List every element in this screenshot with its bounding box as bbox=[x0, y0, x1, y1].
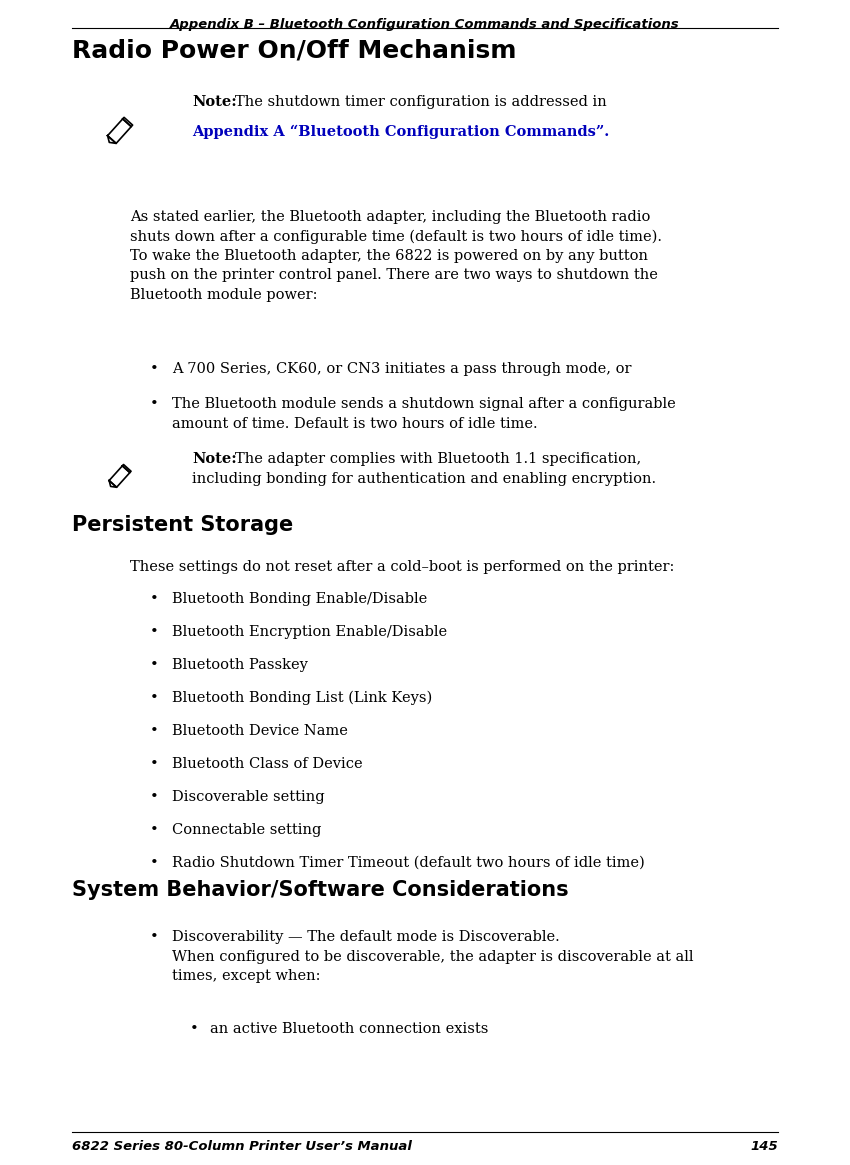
Text: times, except when:: times, except when: bbox=[172, 969, 320, 983]
Text: •: • bbox=[150, 856, 159, 870]
Text: Bluetooth module power:: Bluetooth module power: bbox=[130, 288, 318, 302]
Text: •: • bbox=[190, 1022, 199, 1036]
Text: The adapter complies with Bluetooth 1.1 specification,: The adapter complies with Bluetooth 1.1 … bbox=[235, 452, 641, 466]
Text: •: • bbox=[150, 362, 159, 376]
Text: •: • bbox=[150, 592, 159, 606]
Text: Radio Power On/Off Mechanism: Radio Power On/Off Mechanism bbox=[72, 38, 517, 62]
Text: 145: 145 bbox=[751, 1141, 778, 1153]
Text: Note:: Note: bbox=[192, 96, 237, 110]
Text: Bluetooth Passkey: Bluetooth Passkey bbox=[172, 658, 308, 672]
Text: •: • bbox=[150, 658, 159, 672]
Text: When configured to be discoverable, the adapter is discoverable at all: When configured to be discoverable, the … bbox=[172, 949, 694, 963]
Text: Bluetooth Device Name: Bluetooth Device Name bbox=[172, 723, 348, 737]
Text: •: • bbox=[150, 397, 159, 411]
Text: 6822 Series 80-Column Printer User’s Manual: 6822 Series 80-Column Printer User’s Man… bbox=[72, 1141, 412, 1153]
Text: including bonding for authentication and enabling encryption.: including bonding for authentication and… bbox=[192, 472, 656, 486]
Text: The Bluetooth module sends a shutdown signal after a configurable: The Bluetooth module sends a shutdown si… bbox=[172, 397, 676, 411]
Text: System Behavior/Software Considerations: System Behavior/Software Considerations bbox=[72, 880, 569, 901]
Text: The shutdown timer configuration is addressed in: The shutdown timer configuration is addr… bbox=[235, 96, 607, 110]
Text: •: • bbox=[150, 624, 159, 638]
Text: To wake the Bluetooth adapter, the 6822 is powered on by any button: To wake the Bluetooth adapter, the 6822 … bbox=[130, 249, 648, 263]
Text: Bluetooth Bonding Enable/Disable: Bluetooth Bonding Enable/Disable bbox=[172, 592, 428, 606]
Text: Bluetooth Bonding List (Link Keys): Bluetooth Bonding List (Link Keys) bbox=[172, 691, 433, 705]
Text: an active Bluetooth connection exists: an active Bluetooth connection exists bbox=[210, 1022, 489, 1036]
Text: Note:: Note: bbox=[192, 452, 237, 466]
Text: push on the printer control panel. There are two ways to shutdown the: push on the printer control panel. There… bbox=[130, 268, 658, 282]
Text: Radio Shutdown Timer Timeout (default two hours of idle time): Radio Shutdown Timer Timeout (default tw… bbox=[172, 856, 645, 870]
Text: •: • bbox=[150, 691, 159, 705]
Text: Persistent Storage: Persistent Storage bbox=[72, 515, 293, 535]
Text: Appendix A “Bluetooth Configuration Commands”.: Appendix A “Bluetooth Configuration Comm… bbox=[192, 125, 609, 140]
Text: •: • bbox=[150, 723, 159, 737]
Text: Bluetooth Class of Device: Bluetooth Class of Device bbox=[172, 757, 363, 771]
Text: These settings do not reset after a cold–boot is performed on the printer:: These settings do not reset after a cold… bbox=[130, 560, 674, 574]
Text: •: • bbox=[150, 930, 159, 944]
Text: •: • bbox=[150, 822, 159, 836]
Text: Appendix B – Bluetooth Configuration Commands and Specifications: Appendix B – Bluetooth Configuration Com… bbox=[170, 17, 680, 31]
Text: Connectable setting: Connectable setting bbox=[172, 822, 321, 836]
Text: •: • bbox=[150, 757, 159, 771]
Text: As stated earlier, the Bluetooth adapter, including the Bluetooth radio: As stated earlier, the Bluetooth adapter… bbox=[130, 210, 650, 224]
Text: Discoverability — The default mode is Discoverable.: Discoverability — The default mode is Di… bbox=[172, 930, 560, 944]
Text: A 700 Series, CK60, or CN3 initiates a pass through mode, or: A 700 Series, CK60, or CN3 initiates a p… bbox=[172, 362, 632, 376]
Text: •: • bbox=[150, 790, 159, 804]
Text: shuts down after a configurable time (default is two hours of idle time).: shuts down after a configurable time (de… bbox=[130, 230, 662, 243]
Text: Discoverable setting: Discoverable setting bbox=[172, 790, 325, 804]
Text: amount of time. Default is two hours of idle time.: amount of time. Default is two hours of … bbox=[172, 417, 537, 431]
Text: Bluetooth Encryption Enable/Disable: Bluetooth Encryption Enable/Disable bbox=[172, 624, 447, 638]
